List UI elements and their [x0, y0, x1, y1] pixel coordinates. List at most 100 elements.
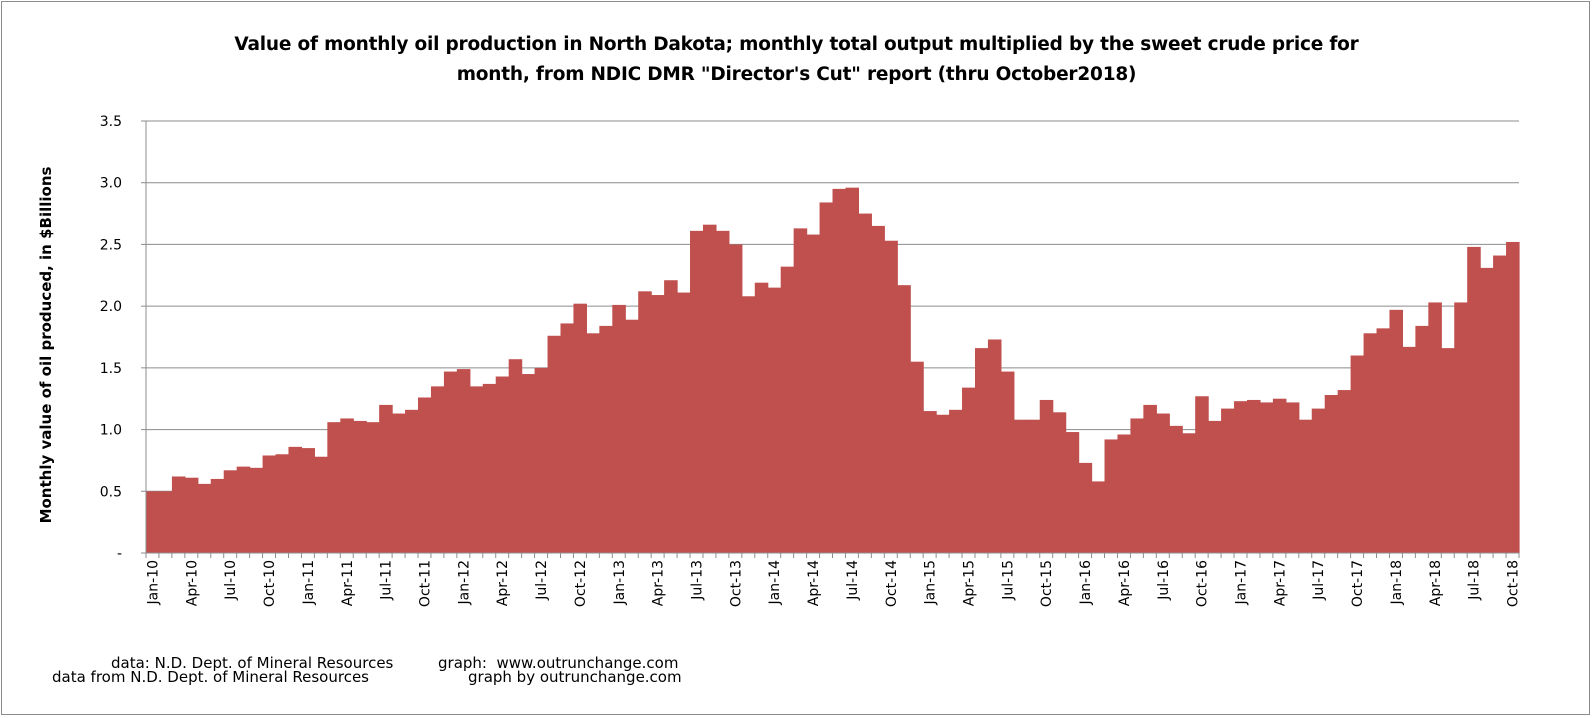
x-tick-label: Apr-13	[651, 560, 667, 606]
bar	[1065, 432, 1080, 553]
bar	[780, 266, 795, 553]
bar	[1117, 434, 1132, 553]
bar	[495, 376, 510, 553]
bar	[1221, 408, 1235, 553]
bar	[1467, 246, 1481, 553]
bar	[871, 225, 885, 553]
x-tick-label: Jan-17	[1234, 560, 1250, 605]
x-tick-label: Oct-11	[417, 560, 433, 607]
bar	[430, 386, 445, 553]
bar	[987, 339, 1002, 553]
bar	[1337, 390, 1352, 553]
bar	[728, 244, 743, 553]
x-tick-label: Apr-12	[495, 560, 511, 606]
x-tick-label: Apr-14	[806, 560, 822, 606]
bar	[1363, 333, 1378, 553]
x-tick-label: Oct-16	[1195, 560, 1211, 607]
bar	[599, 325, 613, 553]
bar	[146, 491, 160, 553]
bar	[534, 367, 549, 553]
x-tick-label: Oct-15	[1039, 560, 1055, 607]
bar	[1389, 309, 1404, 553]
x-tick-label: Apr-15	[962, 560, 978, 606]
bar	[793, 228, 808, 553]
x-tick-label: Oct-18	[1506, 560, 1522, 607]
bar	[197, 483, 212, 553]
x-tick-label: Jul-10	[223, 560, 239, 601]
bar	[884, 240, 898, 554]
x-tick-label: Jan-10	[145, 560, 161, 605]
bar	[897, 285, 911, 553]
bar	[573, 303, 587, 553]
bar	[1143, 404, 1157, 553]
x-tick-label: Apr-10	[184, 560, 200, 606]
chart-title-line-1: Value of monthly oil production in North…	[234, 34, 1359, 55]
bar	[962, 387, 976, 553]
bar	[715, 230, 730, 553]
bar	[1246, 399, 1261, 553]
bar	[1156, 413, 1170, 553]
bar	[158, 491, 173, 553]
bar	[1078, 462, 1093, 553]
x-tick-label: Jan-12	[456, 560, 472, 605]
bar	[1415, 325, 1429, 553]
bar	[832, 188, 847, 553]
x-tick-label: Jul-11	[379, 560, 395, 601]
bar	[314, 456, 328, 553]
bar	[1493, 255, 1507, 554]
bar	[249, 467, 264, 553]
bar	[275, 454, 290, 553]
bar	[702, 224, 717, 553]
bar	[936, 414, 950, 553]
bar	[1195, 396, 1209, 553]
bar	[171, 476, 186, 553]
y-tick-label: 3.5	[100, 114, 122, 130]
bar	[1039, 399, 1054, 553]
bar	[1506, 241, 1520, 553]
x-tick-label: Jan-13	[612, 560, 628, 605]
bar	[469, 386, 484, 553]
bar	[418, 397, 432, 553]
graph-credit-1: graph: www.outrunchange.com	[438, 654, 679, 672]
bar	[1234, 401, 1248, 553]
x-tick-label: Jan-11	[301, 560, 317, 605]
bar	[1104, 439, 1119, 553]
bar	[210, 478, 225, 553]
bar	[767, 287, 782, 553]
bar	[236, 466, 251, 553]
bar	[1000, 371, 1015, 553]
bar	[974, 348, 989, 553]
bar	[1311, 408, 1326, 553]
bar	[651, 295, 665, 553]
x-tick-label: Apr-17	[1272, 560, 1288, 606]
bar	[327, 422, 341, 553]
bar	[806, 234, 821, 554]
x-tick-label: Oct-17	[1350, 560, 1366, 607]
bar	[1208, 420, 1222, 553]
x-tick-label: Oct-14	[884, 560, 900, 607]
bar	[379, 404, 393, 553]
bar	[405, 409, 419, 553]
bar	[482, 383, 497, 553]
x-tick-label: Jan-16	[1078, 560, 1094, 606]
bar	[301, 448, 315, 553]
bar	[754, 282, 769, 553]
x-tick-label: Apr-11	[340, 560, 356, 606]
bar	[1441, 348, 1455, 553]
bar	[1013, 419, 1028, 553]
bar	[664, 280, 678, 553]
bar	[625, 319, 639, 553]
bar	[1324, 395, 1339, 553]
y-tick-label: 0.5	[100, 484, 122, 500]
data-credit-1: data: N.D. Dept. of Mineral Resources	[111, 654, 394, 672]
x-tick-label: Oct-13	[728, 560, 744, 607]
bar	[1402, 346, 1416, 553]
bar	[677, 292, 691, 553]
bar	[586, 333, 600, 553]
x-tick-label: Apr-18	[1428, 560, 1444, 606]
bar	[612, 304, 626, 553]
bar	[845, 187, 859, 553]
y-axis-label: Monthly value of oil produced, in $Billi…	[37, 167, 55, 524]
bar	[690, 230, 704, 553]
